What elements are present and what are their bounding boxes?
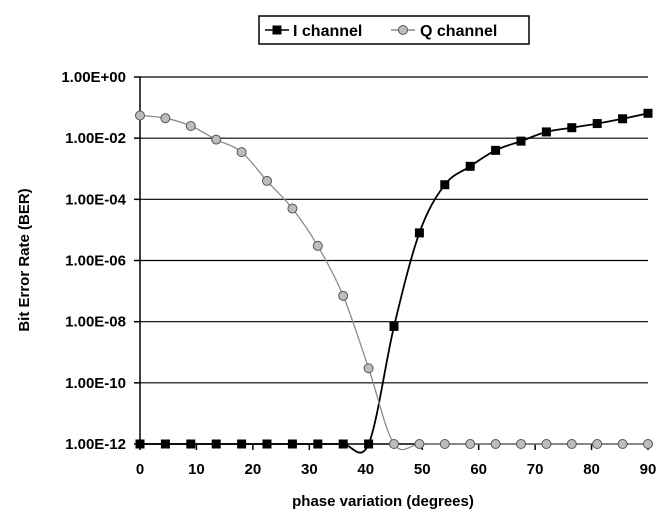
y-tick-label: 1.00E-02 — [65, 130, 126, 147]
data-point — [363, 363, 374, 374]
series-q-channel — [135, 110, 653, 451]
series-i-channel — [135, 108, 653, 454]
data-point — [567, 123, 577, 133]
data-point — [135, 439, 145, 449]
y-tick-label: 1.00E-10 — [65, 375, 126, 392]
legend-i-marker — [272, 25, 282, 35]
x-tick-labels: 0 10 20 30 40 50 60 70 80 90 — [136, 461, 657, 478]
y-tick-label: 1.00E+00 — [61, 69, 126, 86]
data-point — [237, 439, 247, 449]
y-tick-label: 1.00E-08 — [65, 314, 126, 331]
legend-i-label: I channel — [293, 23, 362, 40]
data-point — [516, 439, 526, 449]
data-point — [414, 228, 424, 238]
gridlines — [140, 76, 648, 384]
data-point — [465, 161, 475, 171]
data-point — [643, 439, 653, 449]
y-tick-labels: 1.00E-12 1.00E-10 1.00E-08 1.00E-06 1.00E-04… — [61, 69, 126, 453]
data-point — [338, 439, 348, 449]
series-line — [139, 114, 648, 451]
legend-q-marker — [398, 25, 408, 35]
legend-q-label: Q channel — [420, 23, 497, 40]
data-point — [185, 120, 196, 131]
x-tick-label: 20 — [245, 461, 262, 478]
y-tick-label: 1.00E-06 — [65, 253, 126, 270]
y-tick-label: 1.00E-12 — [65, 436, 126, 453]
data-point — [491, 145, 501, 155]
data-point — [312, 240, 323, 251]
x-axis-title: phase variation (degrees) — [292, 493, 474, 510]
data-point — [566, 439, 577, 449]
data-point — [541, 127, 551, 137]
x-tick-label: 40 — [357, 461, 374, 478]
x-tick-label: 50 — [414, 461, 431, 478]
x-tick-label: 90 — [640, 461, 657, 478]
data-point — [643, 108, 653, 118]
series-group — [135, 108, 653, 454]
data-point — [236, 147, 247, 158]
data-point — [440, 180, 450, 190]
data-point — [541, 439, 552, 449]
data-point — [490, 439, 501, 449]
data-point — [211, 134, 222, 145]
data-point — [338, 290, 349, 301]
data-point — [516, 136, 526, 146]
data-point — [389, 439, 399, 449]
data-point — [465, 439, 476, 449]
data-point — [135, 110, 145, 121]
data-point — [211, 439, 221, 449]
data-point — [287, 439, 297, 449]
x-tick-label: 60 — [470, 461, 487, 478]
data-point — [592, 439, 603, 449]
data-point — [262, 439, 272, 449]
x-tick-label: 10 — [188, 461, 205, 478]
data-point — [592, 119, 602, 129]
data-point — [414, 439, 425, 449]
y-tick-label: 1.00E-04 — [65, 191, 127, 208]
data-point — [364, 439, 374, 449]
data-point — [439, 439, 450, 449]
data-point — [313, 439, 323, 449]
data-point — [160, 439, 170, 449]
y-axis-title: Bit Error Rate (BER) — [16, 188, 33, 331]
axes — [134, 76, 649, 450]
data-point — [287, 203, 298, 214]
data-point — [262, 175, 272, 186]
data-point — [186, 439, 196, 449]
data-point — [160, 113, 171, 124]
x-tick-label: 70 — [527, 461, 544, 478]
x-tick-label: 0 — [136, 461, 144, 478]
x-tick-label: 80 — [583, 461, 600, 478]
series-line — [140, 112, 649, 454]
data-point — [618, 114, 628, 124]
data-point — [617, 439, 628, 449]
legend: I channel Q channel — [258, 15, 530, 45]
x-tick-label: 30 — [301, 461, 318, 478]
data-point — [389, 321, 399, 331]
